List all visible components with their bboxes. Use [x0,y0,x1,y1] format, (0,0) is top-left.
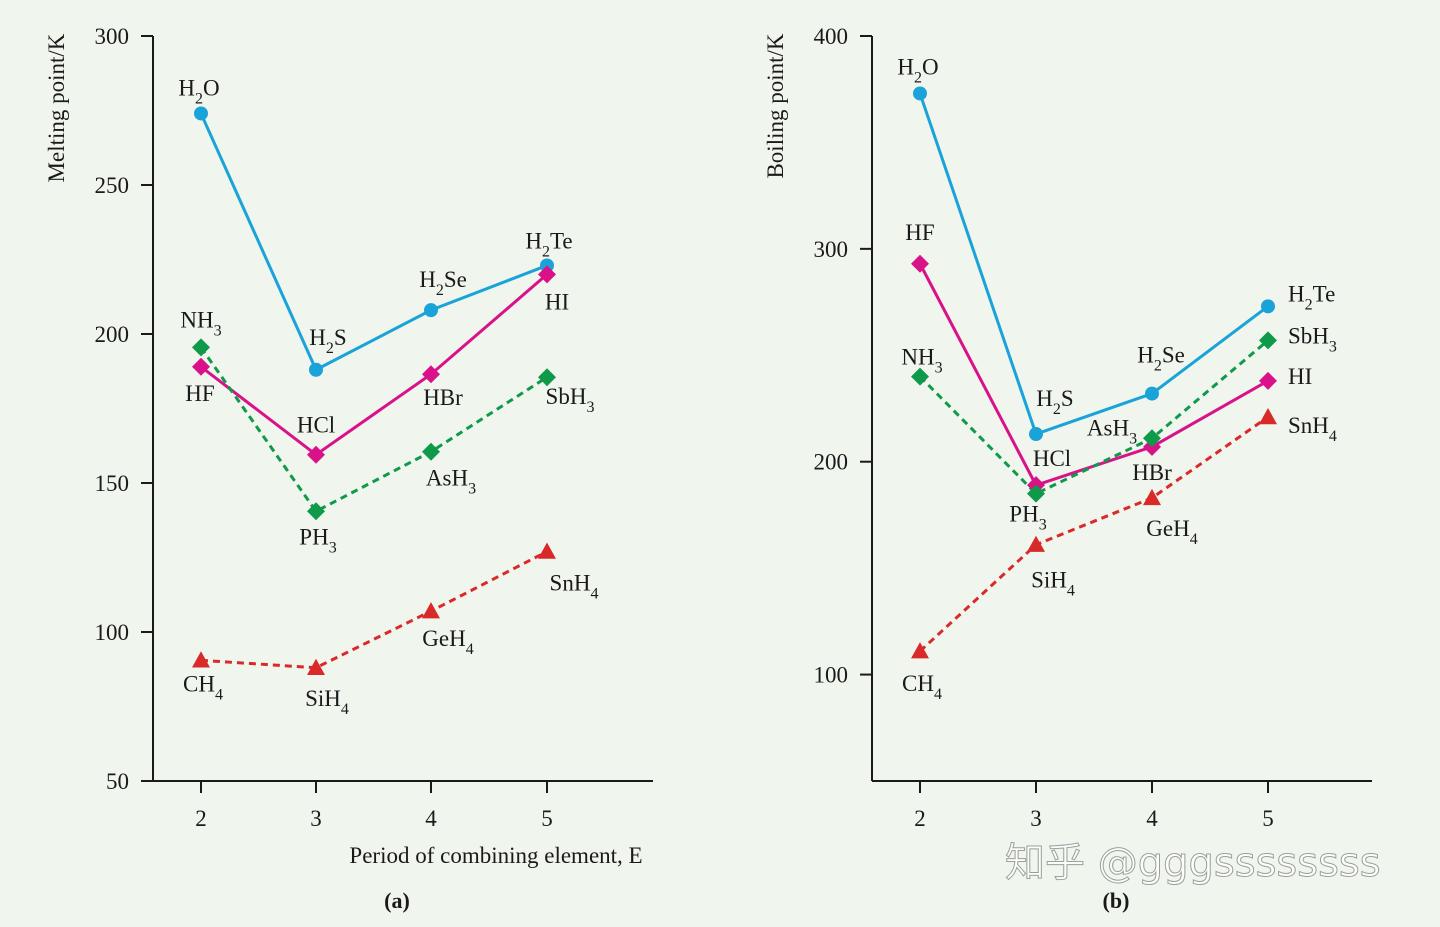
y-tick-label: 250 [95,173,130,198]
data-point [1259,331,1277,350]
data-label: H2S [309,325,346,357]
panel-label: (a) [384,888,410,913]
data-point [1145,386,1159,401]
data-label: CH4 [183,671,223,703]
y-tick-label: 400 [814,24,849,49]
data-point [1259,408,1277,425]
data-point [1143,429,1161,448]
data-point [1261,299,1275,314]
data-point [538,265,556,284]
data-label: HF [905,220,934,245]
data-point [1027,484,1045,503]
data-label: SnH4 [550,571,599,603]
data-label: CH4 [902,671,942,703]
data-label: HI [1288,364,1312,389]
series-line [199,346,548,514]
data-label: SbH3 [1288,323,1337,355]
data-label: SiH4 [1031,568,1075,600]
data-label: GeH4 [1146,516,1197,548]
data-point [911,254,929,273]
panel-label: (b) [1103,888,1130,913]
data-point [422,365,440,384]
data-point [307,502,325,521]
data-label: H2S [1036,386,1073,418]
data-point [307,658,325,675]
y-tick-label: 50 [106,769,129,794]
data-label: HCl [1033,446,1071,471]
data-point [1029,427,1043,442]
data-label: PH3 [1009,502,1046,534]
data-point [1027,535,1045,552]
data-point [424,303,438,318]
data-point [1259,371,1277,390]
data-point [1143,488,1161,506]
series-line [200,273,548,457]
data-label: PH3 [299,524,336,556]
y-tick-label: 150 [95,471,130,496]
data-label: HF [185,381,214,406]
x-tick-label: 3 [1030,806,1042,831]
y-tick-label: 200 [95,322,130,347]
x-tick-label: 5 [1262,806,1274,831]
x-tick-label: 3 [310,806,322,831]
data-point [192,338,210,357]
data-label: H2O [897,54,938,86]
data-label: GeH4 [422,626,473,658]
x-tick-label: 2 [195,806,207,831]
data-label: AsH3 [426,466,476,498]
series-line [199,112,548,372]
data-point [913,86,927,101]
data-point [911,367,929,386]
y-tick-label: 100 [814,663,849,688]
data-label: H2Te [1288,281,1335,313]
data-label: SiH4 [305,686,349,718]
data-label: NH3 [180,307,221,339]
data-point [307,445,325,464]
data-point [192,651,210,668]
x-tick-label: 4 [1146,806,1158,831]
chart-b: 100 200 300 400 2 3 4 5 Boiling point/K (b) H2O H2S… [763,24,1372,913]
data-label: HI [545,289,569,314]
y-axis-title: Boiling point/K [763,33,788,178]
y-tick-label: 100 [95,620,130,645]
chart-a: 50 100 150 200 250 300 2 3 4 5 Melting point/K Peri… [44,24,653,913]
series-line [918,415,1269,653]
data-label: NH3 [901,345,942,377]
data-point [911,642,929,659]
data-point [422,442,440,461]
data-label: H2Se [419,267,467,299]
x-tick-label: 2 [914,806,926,831]
y-tick-label: 300 [95,24,130,49]
series-line [918,339,1269,496]
data-point [309,362,323,377]
data-point [538,368,556,387]
y-tick-label: 300 [814,237,849,262]
x-axis-title: Period of combining element, E [349,843,642,868]
y-tick-label: 200 [814,450,849,475]
data-label: HCl [297,413,335,438]
data-label: AsH3 [1087,415,1137,447]
data-label: HBr [423,385,463,410]
x-tick-label: 4 [425,806,437,831]
series-line [918,92,1269,436]
data-label: H2O [178,75,219,107]
data-label: H2Se [1137,343,1185,375]
data-point [422,602,440,619]
data-point [192,357,210,376]
data-point [538,542,556,559]
watermark-text: 知乎 @gggssssssss [1005,840,1381,886]
data-point [194,106,208,121]
series-line [200,550,548,670]
data-label: SnH4 [1288,413,1337,445]
data-label: H2Te [525,228,572,260]
y-axis-title: Melting point/K [44,33,69,182]
x-tick-label: 5 [541,806,553,831]
data-label: HBr [1132,460,1172,485]
data-label: SbH3 [546,384,595,416]
